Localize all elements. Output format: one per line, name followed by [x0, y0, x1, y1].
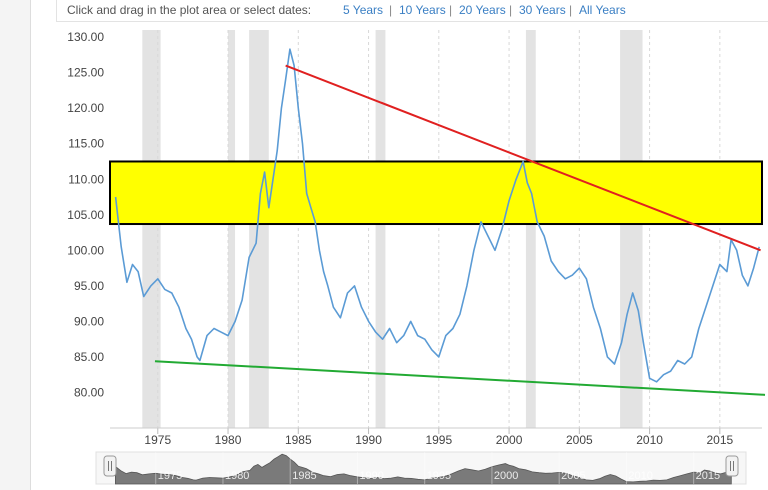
- range-separator: |: [569, 3, 573, 17]
- navigator-tick-label-7: 2010: [628, 470, 652, 482]
- recession-band-0: [142, 30, 161, 428]
- trendline-resistance: [285, 64, 761, 252]
- x-tick-label-1: 1980: [215, 433, 242, 447]
- x-tick-label-8: 2015: [706, 433, 733, 447]
- range-selector: Click and drag in the plot area or selec…: [56, 0, 768, 22]
- range-prompt: Click and drag in the plot area or selec…: [67, 3, 312, 17]
- range-separator: |: [509, 3, 513, 17]
- range-separator: |: [449, 3, 453, 17]
- trendline-support: [154, 360, 766, 396]
- recession-band-3: [375, 30, 386, 428]
- x-tick-label-6: 2005: [566, 433, 593, 447]
- y-tick-label-5: 105.00: [67, 208, 104, 222]
- y-tick-label-2: 90.00: [74, 314, 104, 328]
- range-separator: |: [389, 3, 393, 17]
- x-tick-label-7: 2010: [636, 433, 663, 447]
- x-tick-label-2: 1985: [285, 433, 312, 447]
- y-tick-label-3: 95.00: [74, 279, 104, 293]
- y-tick-label-0: 80.00: [74, 385, 104, 399]
- y-tick-label-1: 85.00: [74, 350, 104, 364]
- y-tick-label-7: 115.00: [68, 137, 104, 151]
- navigator-tick-label-6: 2005: [561, 470, 585, 482]
- navigator-handle-left[interactable]: [103, 455, 117, 477]
- y-tick-label-10: 130.00: [67, 30, 104, 44]
- y-tick-label-4: 100.00: [67, 243, 104, 257]
- recession-band-5: [620, 30, 643, 428]
- navigator-tick-label-5: 2000: [494, 470, 518, 482]
- range-link-all-years[interactable]: All Years: [579, 3, 626, 17]
- y-tick-label-8: 120.00: [67, 101, 104, 115]
- recession-band-2: [249, 30, 269, 428]
- y-tick-label-9: 125.00: [67, 66, 104, 80]
- navigator-tick-label-3: 1990: [359, 470, 383, 482]
- range-link-30-years[interactable]: 30 Years: [519, 3, 566, 17]
- x-tick-label-4: 1995: [425, 433, 452, 447]
- navigator-handle-right[interactable]: [725, 455, 739, 477]
- navigator-area: [115, 453, 732, 485]
- navigator-tick-label-4: 1995: [427, 470, 451, 482]
- navigator-tick-label-2: 1985: [292, 470, 316, 482]
- range-link-5-years[interactable]: 5 Years: [343, 3, 384, 17]
- y-tick-label-6: 110.00: [68, 172, 104, 186]
- navigator-tick-label-8: 2015: [696, 470, 720, 482]
- series-line: [114, 48, 760, 383]
- range-link-20-years[interactable]: 20 Years: [459, 3, 506, 17]
- recession-band-4: [525, 30, 536, 428]
- navigator-tick-label-0: 1975: [158, 470, 182, 482]
- recession-band-1: [228, 30, 236, 428]
- navigator-tick-label-1: 1980: [225, 470, 249, 482]
- x-tick-label-5: 2000: [496, 433, 523, 447]
- highlight-band: [109, 160, 763, 226]
- x-tick-label-3: 1990: [355, 433, 382, 447]
- range-link-10-years[interactable]: 10 Years: [399, 3, 446, 17]
- x-tick-label-0: 1975: [144, 433, 171, 447]
